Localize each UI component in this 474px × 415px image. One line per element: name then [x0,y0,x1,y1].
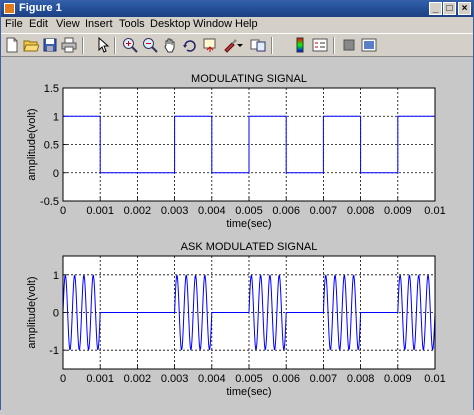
menu-window[interactable]: Window [193,18,233,30]
close-button[interactable]: × [458,2,471,15]
y-tick-label: -1 [49,345,59,357]
rotate-3d-icon[interactable] [182,37,198,53]
y-tick-label: 0 [53,168,59,180]
x-tick-label: 0.007 [310,205,338,217]
axes-title: MODULATING SIGNAL [191,73,307,85]
toolbar-separator [271,37,273,54]
toolbar [1,33,473,57]
x-tick-label: 0.006 [272,373,300,385]
y-axis-label: amplitude(volt) [26,108,38,180]
y-tick-label: 1 [53,111,59,123]
zoom-out-icon[interactable] [142,37,158,53]
new-figure-icon[interactable] [4,37,20,53]
axes-border [62,87,436,202]
x-tick-label: 0.003 [161,373,189,385]
menu-edit[interactable]: Edit [29,18,48,30]
minimize-button[interactable]: _ [429,2,442,15]
window-title: Figure 1 [19,2,62,14]
ask-modulated-signal-axes[interactable]: 0 0.001 0.002 0.003 0.004 0.005 0.006 0.007 0.00… [26,241,446,398]
x-tick-label: 0.002 [124,373,152,385]
zoom-in-icon[interactable] [122,37,138,53]
print-icon[interactable] [61,37,77,53]
x-tick-label: 0.01 [424,205,445,217]
menu-view[interactable]: View [56,18,80,30]
x-tick-label: 0.009 [384,373,412,385]
maximize-button[interactable]: □ [443,2,456,15]
y-tick-label: 0.5 [44,140,59,152]
toolbar-separator [114,37,116,54]
link-icon[interactable] [250,37,266,53]
menu-help[interactable]: Help [235,18,258,30]
x-tick-label: 0.001 [86,373,114,385]
x-axis-label: time(sec) [226,386,271,398]
x-tick-label: 0.009 [384,205,412,217]
y-tick-label: 0 [53,308,59,320]
axes-title: ASK MODULATED SIGNAL [181,241,318,253]
title-bar[interactable]: Figure 1 _ □ × [1,1,473,17]
show-plot-tools-icon[interactable] [361,37,377,53]
x-tick-label: 0.005 [235,205,263,217]
x-tick-label: 0.003 [161,205,189,217]
toolbar-separator [82,37,84,54]
y-axis-label: amplitude(volt) [26,276,38,348]
series-line [63,115,435,174]
y-tick-label: 1.5 [44,83,59,95]
x-tick-label: 0.007 [310,373,338,385]
brush-icon[interactable] [222,37,238,53]
x-tick-label: 0.01 [424,373,445,385]
menu-file[interactable]: File [5,18,23,30]
plot-area: 0 0.001 0.002 0.003 0.004 0.005 0.006 0.007 0.00… [26,73,446,398]
x-axis-label: time(sec) [226,218,271,230]
figure-canvas: 0 0.001 0.002 0.003 0.004 0.005 0.006 0.007 0.00… [1,58,473,410]
open-file-icon[interactable] [23,37,39,53]
menu-desktop[interactable]: Desktop [150,18,191,30]
y-tick-label: 1 [53,270,59,282]
axes-border [62,255,436,370]
x-tick-label: 0.006 [272,205,300,217]
x-tick-label: 0.004 [198,373,226,385]
data-cursor-icon[interactable] [202,37,218,53]
legend-icon[interactable] [312,37,328,53]
x-tick-label: 0.008 [347,373,375,385]
menu-bar: File Edit View Insert Tools Desktop Wind… [1,17,473,33]
x-tick-label: 0.008 [347,205,375,217]
x-tick-label: 0.002 [124,205,152,217]
x-tick-label: 0.004 [198,205,226,217]
menu-tools[interactable]: Tools [119,18,145,30]
colorbar-icon[interactable] [292,37,308,53]
series-line [62,274,436,351]
modulating-signal-axes[interactable]: 0 0.001 0.002 0.003 0.004 0.005 0.006 0.007 0.00… [26,73,446,230]
x-tick-label: 0 [60,205,66,217]
brush-dropdown-icon[interactable] [236,37,244,53]
save-icon[interactable] [42,37,58,53]
x-tick-label: 0.001 [86,205,114,217]
hide-plot-tools-icon[interactable] [341,37,357,53]
y-tick-label: -0.5 [40,196,59,208]
menu-insert[interactable]: Insert [85,18,113,30]
toolbar-separator [333,37,335,54]
pan-hand-icon[interactable] [162,37,178,53]
x-tick-label: 0.005 [235,373,263,385]
pointer-icon[interactable] [95,37,111,53]
figure-app-icon [4,3,15,14]
x-tick-label: 0 [60,373,66,385]
